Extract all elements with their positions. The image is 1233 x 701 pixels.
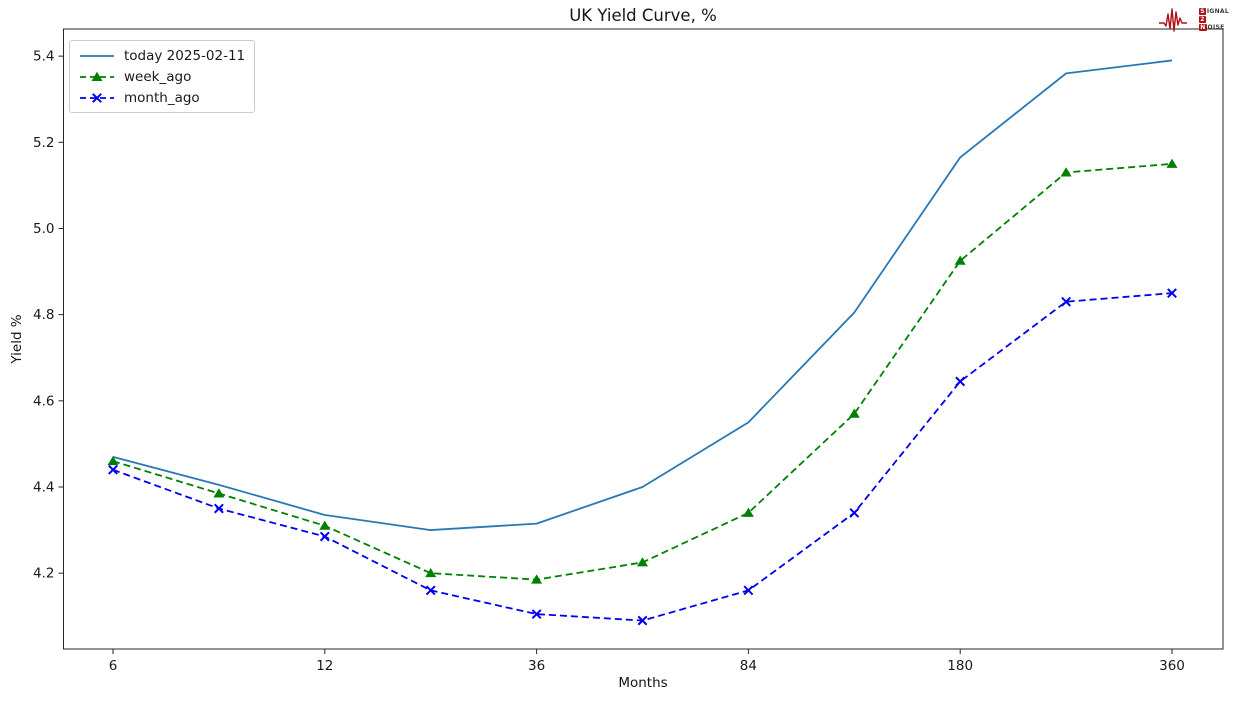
logo-row-2: 2 (1199, 16, 1206, 24)
x-tick-label: 6 (109, 658, 118, 674)
legend-label-week-ago: week_ago (124, 68, 192, 85)
triangle-marker (91, 71, 103, 81)
legend-entry-today: today 2025-02-11 (78, 46, 245, 65)
axes-spines (63, 28, 1224, 650)
ecg-waveform-icon (1159, 8, 1188, 32)
y-tick-label: 5.0 (33, 221, 54, 237)
y-tick-label: 4.6 (33, 393, 54, 409)
x-marker (213, 503, 224, 514)
logo-row-noise: N OISE (1199, 24, 1224, 32)
y-axis-label: Yield % (9, 314, 25, 364)
logo-letter-2: 2 (1199, 16, 1206, 23)
triangle-marker (213, 488, 225, 498)
signal2noise-wordmark: S IGNAL 2 N OISE (1199, 8, 1229, 32)
x-marker (1061, 296, 1072, 307)
legend-label-month-ago: month_ago (124, 89, 200, 106)
y-tick-label: 4.2 (33, 566, 54, 582)
logo-row-signal: S IGNAL (1199, 8, 1229, 16)
x-marker (319, 531, 330, 542)
legend-entry-week-ago: week_ago (78, 67, 245, 86)
logo-letter-s: S (1199, 8, 1206, 15)
x-tick-label: 360 (1159, 658, 1185, 674)
triangle-marker (742, 507, 754, 517)
x-tick-label: 84 (740, 658, 757, 674)
triangle-marker (954, 255, 966, 265)
legend: today 2025-02-11 week_ago month_ago (69, 40, 256, 113)
legend-dashed-x-line-icon (80, 92, 114, 103)
x-tick-label: 180 (947, 658, 973, 674)
y-tick-label: 4.8 (33, 307, 54, 323)
triangle-marker (1166, 158, 1178, 168)
y-tick-label: 5.4 (33, 49, 54, 65)
x-marker (425, 585, 436, 596)
x-marker (849, 507, 860, 518)
triangle-marker (319, 520, 331, 530)
legend-entry-month-ago: month_ago (78, 88, 245, 107)
y-tick-label: 5.2 (33, 135, 54, 151)
series-line-0 (112, 59, 1173, 531)
x-marker (92, 92, 102, 103)
x-marker (531, 609, 542, 620)
series-line-1 (112, 162, 1173, 581)
x-marker (108, 464, 118, 475)
triangle-marker (848, 408, 860, 418)
triangle-marker (637, 557, 648, 567)
signal2noise-logo: S IGNAL 2 N OISE (1158, 4, 1229, 36)
x-marker (955, 376, 966, 387)
y-tick-label: 4.4 (33, 479, 54, 495)
legend-dashed-triangle-line-icon (80, 71, 114, 81)
legend-label-today: today 2025-02-11 (124, 47, 246, 64)
logo-text-ignal: IGNAL (1206, 8, 1229, 15)
chart-title: UK Yield Curve, % (569, 6, 717, 25)
legend-solid-line-icon (80, 54, 114, 57)
logo-letter-n: N (1199, 24, 1207, 31)
logo-text-oise: OISE (1207, 24, 1225, 31)
triangle-marker (107, 455, 119, 466)
x-marker (637, 615, 648, 626)
x-marker (743, 585, 754, 596)
x-axis-label: Months (618, 675, 668, 691)
triangle-marker (531, 574, 543, 584)
x-marker (1167, 288, 1177, 299)
triangle-marker (1060, 167, 1072, 177)
x-tick-label: 36 (528, 658, 545, 674)
series-line-2 (112, 292, 1173, 622)
triangle-marker (425, 567, 437, 578)
x-tick-label: 12 (316, 658, 333, 674)
